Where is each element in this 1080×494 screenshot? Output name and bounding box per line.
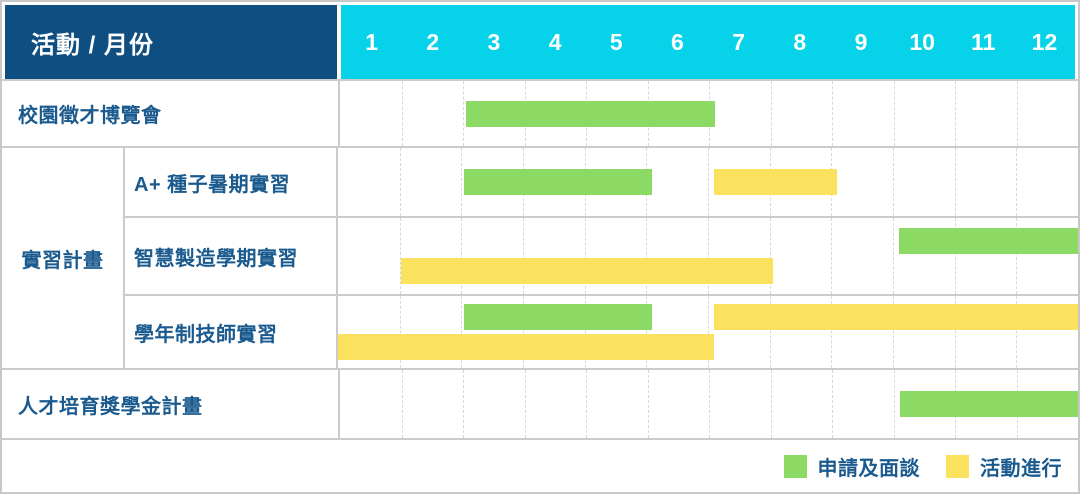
gantt-bar-green: [899, 391, 1078, 417]
month-gridline: [955, 81, 956, 146]
legend: 申請及面談 活動進行: [2, 438, 1078, 492]
month-cell: 12: [1031, 28, 1058, 55]
month-gridline: [769, 218, 771, 294]
month-cell: 10: [909, 28, 935, 55]
month-gridline: [523, 296, 524, 368]
month-cell: 1: [365, 28, 378, 55]
month-gridline: [646, 218, 648, 294]
month-gridline: [399, 148, 401, 216]
month-gridline: [399, 218, 401, 294]
month-gridline: [523, 218, 524, 294]
month-gridline: [770, 370, 772, 438]
month-cell: 2: [426, 28, 440, 55]
month-gridline: [399, 296, 401, 368]
legend-label-application: 申請及面談: [817, 457, 920, 480]
month-cell: 8: [793, 28, 807, 55]
month-gridline: [1016, 148, 1018, 216]
month-gridline: [893, 148, 894, 216]
month-gridline: [461, 148, 463, 216]
month-gridline: [584, 296, 586, 368]
month-cell: 6: [671, 28, 684, 55]
gantt-row-label: 智慧製造學期實習: [125, 218, 338, 294]
gantt-row-chart-area: [338, 148, 1078, 216]
month-gridline: [461, 296, 463, 368]
gantt-row: A+ 種子暑期實習: [125, 148, 1078, 216]
month-gridline: [954, 296, 956, 368]
gantt-bar-green: [464, 304, 653, 330]
month-gridline: [463, 370, 464, 438]
month-gridline: [708, 296, 709, 368]
gantt-header: 活動 / 月份 1 2 3 4 5 6 7 8 9 10 11 12: [2, 2, 1078, 79]
gantt-group-section: 實習計畫 A+ 種子暑期實習 智慧製造學期實習 學年制技師實習: [2, 146, 1078, 368]
month-gridline: [893, 81, 895, 146]
header-title-cell: 活動 / 月份: [5, 5, 337, 79]
gantt-bar-green: [466, 100, 716, 127]
gantt-group-rows: A+ 種子暑期實習 智慧製造學期實習 學年制技師實習: [125, 148, 1078, 368]
month-gridline: [646, 296, 648, 368]
month-gridline: [708, 218, 709, 294]
month-gridline: [647, 370, 649, 438]
month-gridline: [770, 81, 772, 146]
gantt-row: 學年制技師實習: [125, 294, 1078, 368]
legend-item-activity: 活動進行: [946, 452, 1062, 481]
month-cell: 9: [854, 28, 868, 55]
month-gridline: [831, 296, 833, 368]
month-gridline: [524, 370, 526, 438]
gantt-row-chart-area: [338, 218, 1078, 294]
month-cell: 7: [732, 28, 746, 55]
gantt-row-chart-area: [340, 81, 1078, 146]
month-gridline: [832, 370, 833, 438]
month-cell: 3: [487, 28, 501, 55]
gantt-row-label: A+ 種子暑期實習: [125, 148, 338, 216]
gantt-bar-yellow: [400, 258, 773, 284]
month-gridline: [1016, 81, 1018, 146]
gantt-group-label: 實習計畫: [2, 148, 125, 368]
month-gridline: [954, 148, 956, 216]
gantt-row: 智慧製造學期實習: [125, 216, 1078, 294]
month-gridline: [893, 296, 894, 368]
gantt-row-label: 校園徵才博覽會: [2, 81, 340, 146]
month-cell: 4: [548, 28, 562, 55]
legend-item-application: 申請及面談: [783, 452, 921, 481]
gantt-bar-yellow: [714, 304, 1078, 330]
gantt-bar-yellow: [338, 334, 715, 360]
month-gridline: [461, 218, 463, 294]
month-header: 1 2 3 4 5 6 7 8 9 10 11 12: [341, 5, 1075, 79]
legend-swatch-green: [783, 454, 807, 478]
month-gridline: [708, 148, 709, 216]
gantt-row: 人才培育獎學金計畫: [2, 368, 1078, 438]
month-gridline: [584, 218, 586, 294]
legend-swatch-yellow: [946, 454, 969, 478]
month-gridline: [709, 370, 710, 438]
month-gridline: [586, 370, 587, 438]
month-gridline: [831, 218, 833, 294]
month-gridline: [832, 81, 833, 146]
gantt-row-chart-area: [338, 296, 1078, 368]
month-gridline: [1016, 218, 1018, 294]
month-gridline: [401, 370, 403, 438]
month-gridline: [769, 296, 771, 368]
month-gridline: [954, 218, 956, 294]
legend-label-activity: 活動進行: [980, 457, 1062, 480]
month-gridline: [1016, 296, 1018, 368]
gantt-row-label: 人才培育獎學金計畫: [2, 370, 340, 438]
month-cell: 11: [971, 28, 996, 55]
gantt-row-chart-area: [340, 370, 1078, 438]
gantt-bar-yellow: [714, 169, 838, 195]
gantt-row: 校園徵才博覽會: [2, 79, 1078, 146]
gantt-bar-green: [899, 228, 1078, 254]
month-gridline: [893, 218, 894, 294]
month-gridline: [401, 81, 403, 146]
gantt-body: 校園徵才博覽會 實習計畫 A+ 種子暑期實習 智慧製造學期實習 學年制技師實習 人才培育獎…: [2, 79, 1078, 438]
month-gridline: [463, 81, 464, 146]
month-gridline: [893, 370, 895, 438]
month-cell: 5: [609, 28, 623, 55]
gantt-bar-green: [464, 169, 653, 195]
gantt-row-label: 學年制技師實習: [125, 296, 338, 368]
